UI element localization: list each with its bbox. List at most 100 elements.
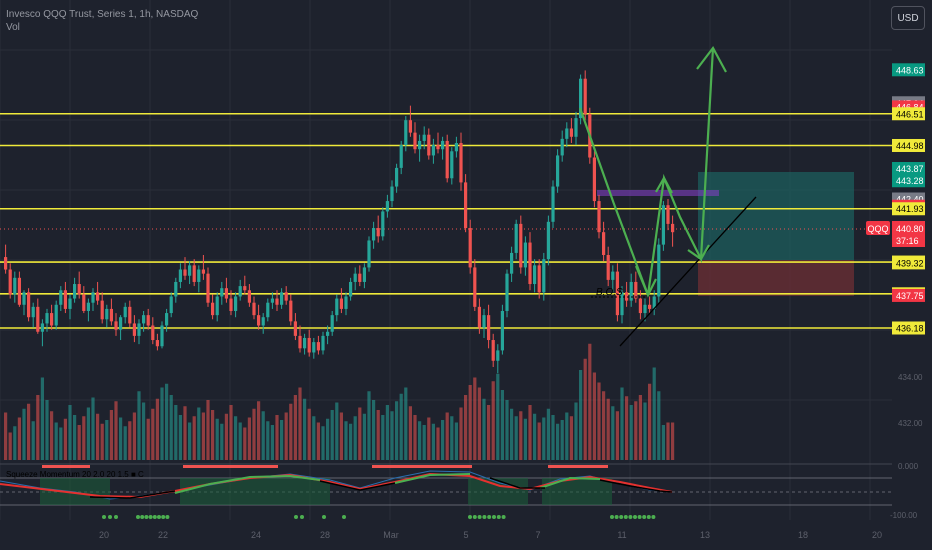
reward-zone <box>698 172 854 260</box>
volume-bar-70 <box>326 418 330 460</box>
candle-body-113 <box>523 242 527 268</box>
volume-bar-117 <box>542 417 546 460</box>
volume-bar-72 <box>335 402 339 460</box>
volume-bar-102 <box>473 377 477 460</box>
volume-label[interactable]: Vol <box>6 22 20 33</box>
volume-bar-82 <box>381 415 385 460</box>
candle-body-63 <box>293 321 297 336</box>
squeeze-dot <box>477 515 482 519</box>
squeeze-dot <box>472 515 477 519</box>
volume-bar-127 <box>588 343 592 460</box>
squeeze-dot <box>136 515 140 519</box>
volume-bar-110 <box>510 408 514 460</box>
volume-bar-4 <box>22 408 26 460</box>
candle-body-99 <box>459 142 463 183</box>
volume-bar-49 <box>229 405 233 460</box>
volume-bar-125 <box>579 370 583 460</box>
volume-bar-11 <box>54 422 58 460</box>
volume-bar-76 <box>353 416 357 460</box>
volume-bar-9 <box>45 400 49 460</box>
candle-body-61 <box>284 292 288 301</box>
candle-body-38 <box>178 269 182 282</box>
candle-body-85 <box>395 167 399 187</box>
candle-body-84 <box>390 186 394 202</box>
volume-bar-45 <box>211 410 215 460</box>
candle-body-51 <box>238 286 242 297</box>
candle-body-46 <box>215 296 219 316</box>
volume-bar-6 <box>31 421 35 460</box>
symbol-title[interactable]: Invesco QQQ Trust, Series 1, 1h, NASDAQ <box>6 9 199 20</box>
squeeze-dot <box>468 515 472 519</box>
candle-body-68 <box>316 342 320 351</box>
volume-bar-104 <box>482 398 486 460</box>
squeeze-dot <box>148 515 153 519</box>
volume-bar-32 <box>151 408 155 460</box>
osc-red-bar-2 <box>183 465 278 468</box>
volume-bar-22 <box>105 420 109 460</box>
volume-bar-57 <box>266 421 270 460</box>
candle-body-125 <box>579 78 583 119</box>
candle-body-18 <box>86 302 90 311</box>
time-axis[interactable]: 20 22 24 28 Mar 5 7 11 13 18 20 <box>99 530 882 540</box>
volume-bar-112 <box>519 411 523 460</box>
price-label-12: 439.32 <box>896 258 924 268</box>
candle-body-124 <box>574 118 578 137</box>
squeeze-dot <box>482 515 487 519</box>
volume-bar-103 <box>477 387 481 460</box>
candle-body-92 <box>427 134 431 156</box>
volume-bar-101 <box>468 385 472 460</box>
candle-body-131 <box>606 254 610 280</box>
osc-squeeze-dots <box>102 515 656 519</box>
candle-body-74 <box>344 296 348 309</box>
volume-bar-97 <box>450 416 454 460</box>
volume-bar-39 <box>183 406 187 460</box>
squeeze-momentum-pane <box>0 463 892 519</box>
candle-body-26 <box>123 306 127 318</box>
currency-button[interactable]: USD <box>891 6 925 30</box>
candle-body-79 <box>367 240 371 268</box>
candle-body-20 <box>96 292 100 301</box>
candle-body-73 <box>339 298 343 309</box>
candle-body-12 <box>59 290 63 305</box>
squeeze-dot <box>614 515 619 519</box>
volume-bar-26 <box>123 426 127 460</box>
candle-body-14 <box>68 298 72 309</box>
trend-line <box>619 196 757 347</box>
candle-body-71 <box>330 315 334 332</box>
volume-bar-24 <box>114 401 118 460</box>
price-axis[interactable]: 448.63447.04446.84446.51444.98443.87443.… <box>892 63 925 335</box>
osc-green-line-3 <box>539 476 601 489</box>
candle-body-6 <box>31 306 35 318</box>
squeeze-dot <box>161 515 166 519</box>
volume-bar-99 <box>459 407 463 460</box>
candle-body-83 <box>385 201 389 212</box>
volume-bar-50 <box>234 416 238 460</box>
volume-bar-56 <box>261 411 265 460</box>
price-label-4: 444.98 <box>896 141 924 151</box>
candle-body-82 <box>381 211 385 237</box>
candle-body-7 <box>36 306 40 332</box>
candle-body-145 <box>671 223 675 233</box>
indicator-label[interactable]: Squeeze Momentum 20 2.0 20 1.5 ■ C <box>6 470 144 479</box>
volume-bar-16 <box>77 425 81 460</box>
volume-bar-68 <box>316 422 320 460</box>
volume-bar-107 <box>496 373 500 460</box>
time-label-7: 11 <box>617 530 626 540</box>
candle-body-96 <box>445 140 449 179</box>
volume-bar-131 <box>606 398 610 460</box>
volume-bar-142 <box>657 391 661 460</box>
arrow-dip-head-icon <box>687 244 710 261</box>
candle-body-2 <box>13 277 17 295</box>
squeeze-dot <box>619 515 624 519</box>
squeeze-dot <box>157 515 161 519</box>
volume-bar-47 <box>220 423 224 460</box>
volume-bar-42 <box>197 407 201 460</box>
volume-bar-108 <box>500 390 504 460</box>
squeeze-dot <box>642 515 647 519</box>
volume-bar-1 <box>8 432 12 460</box>
candle-body-43 <box>201 269 205 274</box>
volume-bar-25 <box>119 417 123 460</box>
volume-bar-54 <box>252 408 256 460</box>
squeeze-dot <box>152 515 157 519</box>
